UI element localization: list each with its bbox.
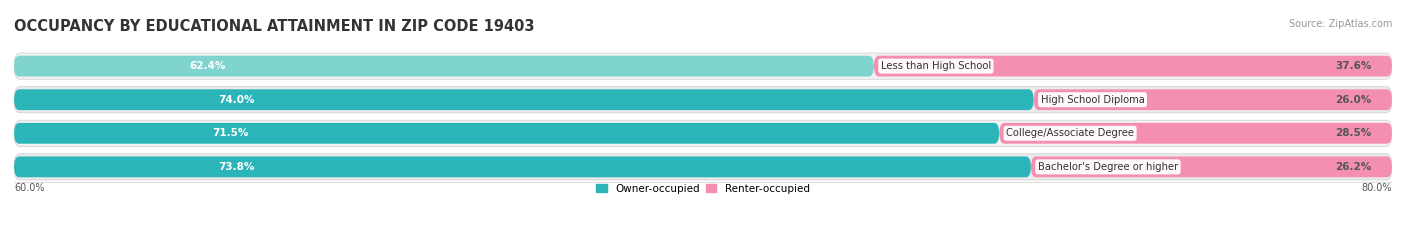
- Text: 26.0%: 26.0%: [1336, 95, 1371, 105]
- FancyBboxPatch shape: [1033, 89, 1392, 110]
- Text: 74.0%: 74.0%: [218, 95, 254, 105]
- Text: High School Diploma: High School Diploma: [1040, 95, 1144, 105]
- Text: 37.6%: 37.6%: [1334, 61, 1371, 71]
- FancyBboxPatch shape: [1031, 157, 1392, 177]
- Text: 73.8%: 73.8%: [218, 162, 254, 172]
- Text: OCCUPANCY BY EDUCATIONAL ATTAINMENT IN ZIP CODE 19403: OCCUPANCY BY EDUCATIONAL ATTAINMENT IN Z…: [14, 19, 534, 34]
- Text: Bachelor's Degree or higher: Bachelor's Degree or higher: [1038, 162, 1178, 172]
- FancyBboxPatch shape: [14, 87, 1392, 113]
- FancyBboxPatch shape: [14, 56, 875, 76]
- FancyBboxPatch shape: [14, 157, 1031, 177]
- Text: 60.0%: 60.0%: [14, 183, 45, 193]
- FancyBboxPatch shape: [14, 123, 1000, 144]
- Legend: Owner-occupied, Renter-occupied: Owner-occupied, Renter-occupied: [592, 179, 814, 198]
- Text: 71.5%: 71.5%: [212, 128, 249, 138]
- Text: 80.0%: 80.0%: [1361, 183, 1392, 193]
- Text: Less than High School: Less than High School: [880, 61, 991, 71]
- Text: 62.4%: 62.4%: [190, 61, 226, 71]
- Text: 26.2%: 26.2%: [1336, 162, 1371, 172]
- Text: 28.5%: 28.5%: [1336, 128, 1371, 138]
- FancyBboxPatch shape: [14, 89, 1033, 110]
- Text: Source: ZipAtlas.com: Source: ZipAtlas.com: [1288, 19, 1392, 29]
- FancyBboxPatch shape: [14, 154, 1392, 180]
- Text: College/Associate Degree: College/Associate Degree: [1007, 128, 1135, 138]
- FancyBboxPatch shape: [14, 120, 1392, 146]
- FancyBboxPatch shape: [1000, 123, 1392, 144]
- FancyBboxPatch shape: [14, 53, 1392, 79]
- FancyBboxPatch shape: [875, 56, 1392, 76]
